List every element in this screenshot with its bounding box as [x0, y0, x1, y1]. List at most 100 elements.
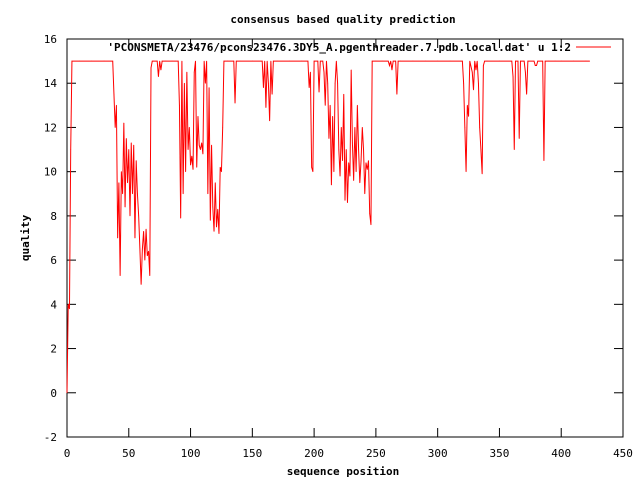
- data-point: [352, 142, 353, 144]
- data-point: [370, 224, 372, 226]
- y-tick-label: 8: [50, 210, 57, 223]
- data-point: [484, 60, 486, 62]
- data-point: [124, 206, 126, 208]
- data-point: [560, 60, 562, 62]
- data-point: [390, 60, 392, 62]
- data-point: [71, 60, 73, 62]
- data-point: [313, 60, 315, 62]
- data-point: [118, 182, 120, 184]
- data-point: [268, 82, 269, 84]
- data-point: [329, 104, 331, 106]
- data-point: [544, 60, 546, 62]
- data-point: [475, 69, 477, 71]
- data-point: [156, 60, 158, 62]
- data-point: [319, 60, 321, 62]
- data-point: [66, 392, 68, 394]
- data-point: [192, 169, 194, 170]
- y-tick-label: -2: [44, 431, 57, 444]
- data-point: [335, 60, 337, 62]
- data-point: [342, 160, 343, 162]
- data-point: [476, 60, 478, 62]
- data-point: [363, 149, 364, 150]
- data-point: [148, 250, 149, 252]
- data-point: [469, 60, 471, 62]
- data-point: [334, 82, 336, 84]
- data-point: [381, 60, 383, 62]
- data-point: [271, 93, 273, 95]
- data-point: [479, 127, 481, 128]
- data-point: [171, 60, 173, 62]
- data-point: [474, 60, 476, 62]
- data-point: [264, 60, 266, 62]
- data-point: [449, 60, 451, 62]
- data-point: [355, 171, 357, 173]
- data-point: [343, 93, 345, 95]
- data-point: [270, 60, 272, 62]
- data-point: [289, 60, 290, 62]
- y-tick-label: 6: [50, 254, 57, 267]
- data-point: [137, 193, 138, 195]
- data-point: [218, 233, 220, 234]
- data-point: [465, 171, 467, 173]
- x-axis: 0 50 100 150 200 250 300 350 400 450: [64, 39, 633, 460]
- data-point: [141, 248, 143, 250]
- data-point: [391, 69, 393, 71]
- data-point: [161, 60, 163, 62]
- data-point: [311, 166, 313, 168]
- data-point: [191, 155, 193, 157]
- data-point: [358, 149, 359, 150]
- data-point: [471, 71, 473, 73]
- data-point: [387, 60, 389, 62]
- data-point: [239, 60, 241, 62]
- data-point: [91, 60, 93, 62]
- data-point: [389, 65, 390, 66]
- data-point: [511, 60, 513, 62]
- data-point: [145, 228, 147, 230]
- data-point: [518, 138, 520, 139]
- data-point: [356, 104, 358, 106]
- y-tick-label: 0: [50, 387, 57, 400]
- data-point: [144, 259, 146, 261]
- data-point: [480, 149, 482, 150]
- data-point: [212, 206, 214, 208]
- x-tick-label: 300: [428, 447, 448, 460]
- data-point: [339, 175, 341, 177]
- data-point: [310, 71, 311, 73]
- plot-frame: [66, 38, 624, 438]
- data-point: [585, 60, 587, 62]
- data-point: [130, 142, 132, 144]
- data-point: [327, 82, 329, 84]
- data-point: [437, 60, 439, 62]
- data-point: [233, 60, 235, 62]
- data-point: [354, 127, 356, 128]
- data-point: [128, 149, 130, 150]
- data-point: [350, 69, 352, 71]
- data-point: [344, 200, 346, 201]
- data-point: [185, 171, 187, 173]
- data-point: [119, 275, 121, 276]
- data-point: [151, 60, 153, 62]
- data-point: [534, 65, 536, 66]
- data-point: [463, 82, 465, 84]
- data-point: [397, 60, 399, 62]
- data-point: [366, 169, 368, 170]
- data-point: [208, 87, 210, 89]
- data-point: [481, 173, 483, 175]
- data-point: [149, 275, 151, 276]
- x-tick-label: 400: [551, 447, 571, 460]
- x-tick-label: 200: [304, 447, 324, 460]
- data-point: [369, 213, 371, 215]
- data-point: [263, 87, 264, 89]
- data-point: [533, 60, 535, 62]
- data-point: [322, 60, 324, 62]
- data-point: [122, 193, 123, 195]
- y-tick-label: 14: [44, 77, 58, 90]
- data-point: [135, 160, 137, 162]
- data-point: [140, 284, 142, 285]
- data-point: [150, 67, 152, 69]
- data-point: [70, 149, 72, 150]
- data-point: [143, 230, 145, 232]
- data-point: [301, 60, 303, 62]
- data-point: [326, 60, 327, 62]
- data-point: [312, 171, 314, 173]
